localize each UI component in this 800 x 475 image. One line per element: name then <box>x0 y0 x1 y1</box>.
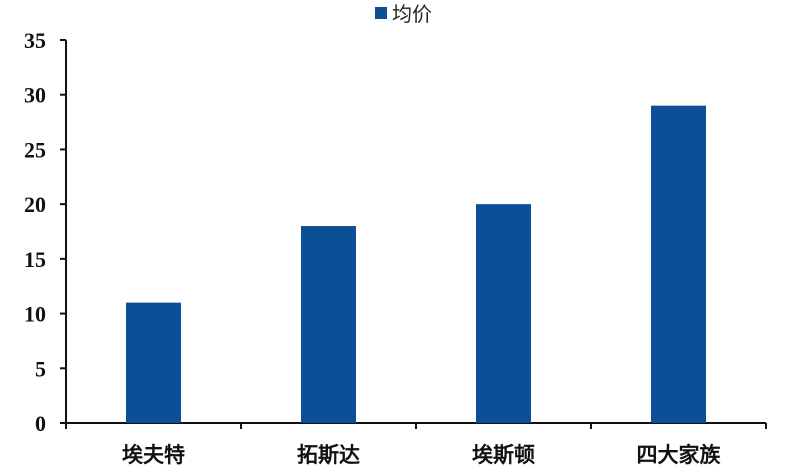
bar-埃夫特 <box>126 302 181 423</box>
y-tick-label: 0 <box>35 411 46 436</box>
bars <box>126 105 706 424</box>
y-tick-label: 25 <box>24 137 46 162</box>
legend: 均价 <box>375 2 432 26</box>
y-tick-label: 15 <box>24 247 46 272</box>
y-tick-label: 5 <box>35 356 46 381</box>
y-tick-label: 30 <box>24 83 46 108</box>
axes: 0 5 10 15 20 25 30 35 埃夫特 拓斯达 埃斯顿 四大家族 <box>24 28 767 467</box>
legend-swatch <box>375 7 387 19</box>
legend-label: 均价 <box>392 2 432 26</box>
x-tick-label: 拓斯达 <box>297 443 360 467</box>
x-tick-label: 埃夫特 <box>122 443 185 467</box>
bar-四大家族 <box>651 105 706 424</box>
y-tick-label: 35 <box>24 28 46 53</box>
x-tick-label: 埃斯顿 <box>472 443 535 467</box>
x-tick-label: 四大家族 <box>637 443 722 467</box>
y-tick-label: 10 <box>24 302 46 327</box>
bar-埃斯顿 <box>476 204 531 423</box>
y-tick-label: 20 <box>24 192 46 217</box>
bar-拓斯达 <box>301 226 356 423</box>
